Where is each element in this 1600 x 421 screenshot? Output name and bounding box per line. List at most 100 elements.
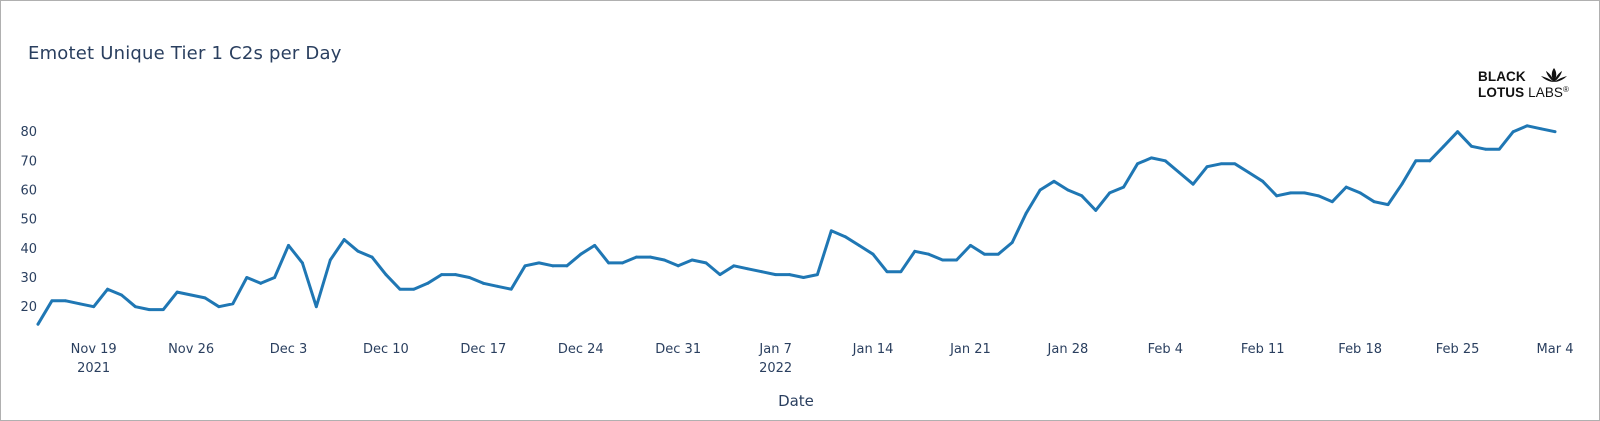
x-tick-year-label: 2022 (759, 361, 792, 376)
data-point (1261, 179, 1265, 183)
data-point (1511, 130, 1515, 134)
data-point (885, 270, 889, 274)
x-tick-label: Dec 24 (558, 342, 604, 357)
data-point (1553, 130, 1557, 134)
data-point (941, 258, 945, 262)
data-point (1317, 194, 1320, 198)
data-point (1094, 209, 1098, 212)
data-point (1136, 162, 1139, 166)
logo-line-1: BLACK (1478, 69, 1526, 84)
data-point (1149, 156, 1153, 160)
data-point (774, 273, 778, 276)
data-point (147, 308, 151, 311)
x-tick-label: Nov 26 (168, 342, 214, 357)
data-point (1177, 171, 1181, 174)
data-point (328, 258, 332, 262)
data-point (398, 287, 402, 291)
data-point (607, 261, 611, 265)
data-point (746, 267, 750, 271)
logo-line-2: LOTUS LABS® (1478, 85, 1569, 100)
data-point (1122, 185, 1125, 189)
data-point (913, 249, 917, 253)
series-layer (36, 124, 1557, 326)
data-point (1108, 191, 1112, 195)
y-tick-label: 40 (20, 242, 37, 257)
data-point (1442, 144, 1446, 148)
data-point (78, 302, 82, 306)
data-point (579, 252, 583, 256)
data-point (969, 244, 972, 247)
data-point (440, 273, 444, 276)
data-point (1233, 162, 1237, 166)
x-tick-label: Feb 25 (1436, 342, 1480, 357)
data-point (1358, 191, 1362, 195)
data-point (523, 264, 527, 268)
data-point (690, 258, 694, 262)
data-point (927, 252, 931, 256)
data-point (161, 308, 165, 311)
data-point (1080, 194, 1084, 198)
data-point (1400, 182, 1404, 186)
data-point (120, 293, 123, 297)
data-point (1163, 159, 1167, 163)
data-point (1330, 200, 1334, 204)
data-point (217, 305, 221, 309)
data-point (259, 281, 263, 285)
data-point (1191, 182, 1195, 186)
data-point (857, 244, 861, 247)
series-line (36, 124, 1557, 326)
data-point (342, 238, 346, 241)
x-tick-label: Dec 3 (270, 342, 308, 357)
data-point (788, 273, 791, 276)
data-point (481, 281, 485, 285)
data-point (106, 287, 109, 291)
logo-word-lotus: LOTUS (1478, 85, 1525, 100)
data-point (134, 305, 137, 309)
data-point (1428, 159, 1432, 163)
data-point (1052, 179, 1056, 183)
x-tick-label: Feb 11 (1241, 342, 1285, 357)
data-point (1247, 171, 1251, 174)
data-point (1038, 188, 1042, 192)
y-axis-ticks: 20 30 40 50 60 70 80 (20, 125, 37, 315)
data-point (1205, 165, 1209, 169)
data-point (621, 261, 624, 265)
black-lotus-labs-logo: BLACK LOTUS LABS® (1478, 67, 1590, 105)
data-point (1372, 200, 1376, 204)
data-point (1456, 130, 1459, 134)
x-tick-label: Feb 4 (1148, 342, 1183, 357)
lotus-flower-icon (1541, 68, 1567, 82)
data-point (356, 249, 360, 253)
y-tick-label: 50 (20, 213, 37, 228)
data-point (301, 261, 304, 265)
data-point (648, 255, 652, 259)
data-point (899, 270, 903, 274)
logo-registered-mark: ® (1563, 85, 1570, 94)
data-point (982, 252, 986, 256)
data-point (1497, 147, 1501, 151)
data-point (829, 229, 833, 233)
data-point (996, 252, 1000, 256)
data-point (1414, 159, 1418, 163)
x-tick-label: Jan 28 (1047, 342, 1089, 357)
data-point (231, 302, 235, 306)
data-point (370, 255, 374, 259)
data-point (384, 273, 388, 276)
x-tick-label: Dec 10 (363, 342, 409, 357)
data-point (495, 284, 499, 288)
data-point (92, 305, 96, 309)
x-tick-label: Nov 19 (71, 342, 117, 357)
data-point (1303, 191, 1306, 195)
data-point (189, 293, 193, 297)
data-point (1386, 203, 1390, 206)
data-point (732, 264, 736, 268)
data-point (565, 264, 569, 268)
data-point (551, 264, 555, 268)
data-point (1470, 144, 1473, 148)
data-point (955, 258, 958, 262)
y-tick-label: 60 (20, 184, 37, 199)
y-tick-label: 30 (20, 271, 37, 286)
data-point (36, 322, 40, 326)
x-tick-label: Jan 14 (852, 342, 894, 357)
